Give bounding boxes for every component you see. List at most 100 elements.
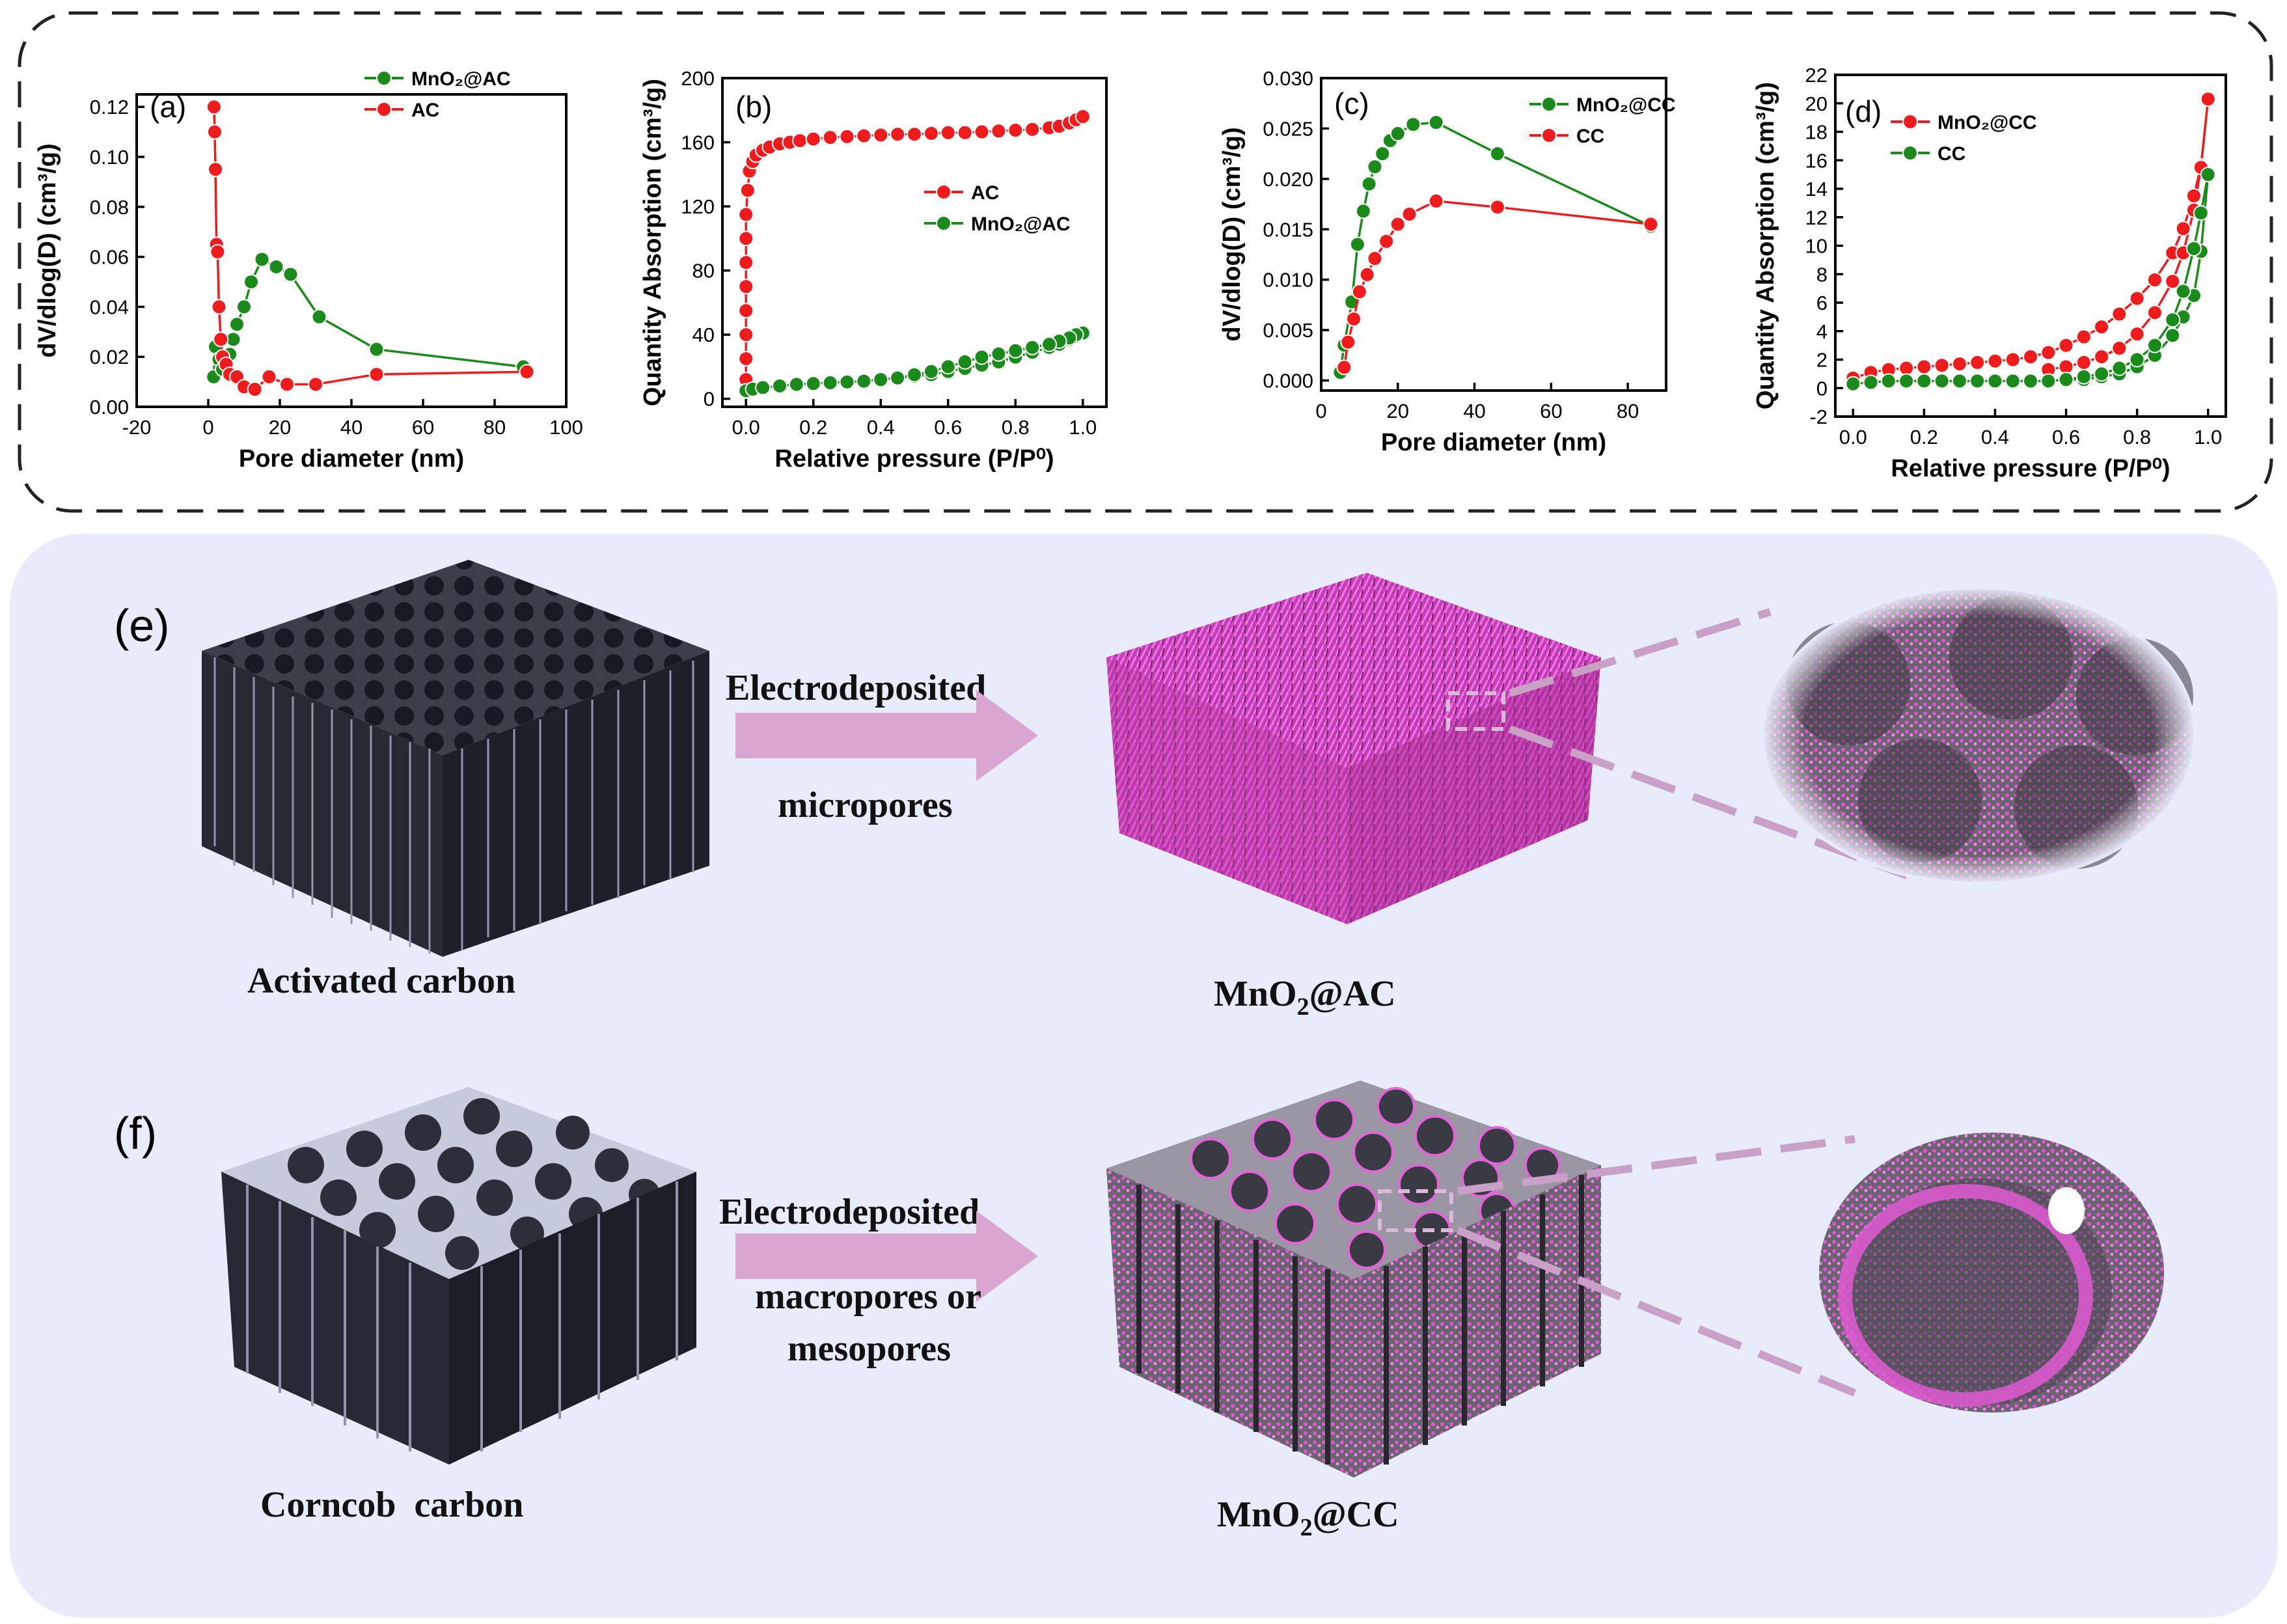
data-point-c xyxy=(1359,266,1375,282)
data-point-c xyxy=(1367,159,1383,175)
data-point-a xyxy=(247,381,263,398)
mno2-cc-block xyxy=(1106,1080,1601,1478)
data-point-c xyxy=(1643,216,1659,232)
data-point-a xyxy=(243,274,259,290)
x-tick-label-b: 0.0 xyxy=(732,416,760,439)
data-point-b xyxy=(974,124,990,140)
data-point-d xyxy=(2175,221,2191,237)
data-point-c xyxy=(1401,206,1417,223)
y-axis-label-a: dV/dlog(D) (cm³/g) xyxy=(34,143,61,357)
x-tick-label-d: 0.4 xyxy=(1981,426,2009,448)
data-point-d xyxy=(2129,351,2145,368)
plot-frame-c xyxy=(1320,77,1667,392)
corncob-carbon-caption: Corncob carbon xyxy=(260,1485,523,1525)
zoom-line-f-bottom xyxy=(1456,1226,1857,1397)
data-point-d xyxy=(1916,373,1932,389)
data-point-a xyxy=(368,341,385,357)
data-point-d xyxy=(2005,351,2021,368)
y-axis-label-b: Quantity Absorption (cm³/g) xyxy=(639,79,666,406)
y-tick-label-b: 0 xyxy=(704,388,715,411)
arrow-f-bottom-text-1: macropores or xyxy=(755,1276,981,1317)
data-point-d xyxy=(2040,344,2057,361)
legend-label-d: MnO₂@CC xyxy=(1938,112,2037,133)
legend-label-c: MnO₂@CC xyxy=(1576,94,1676,116)
x-tick-label-a: 100 xyxy=(549,416,583,439)
data-point-b xyxy=(788,376,804,392)
corncob-carbon-block xyxy=(221,1087,696,1465)
zoom-line-e-top xyxy=(1509,608,1772,697)
x-axis-label-c: Pore diameter (nm) xyxy=(1381,429,1606,456)
data-point-b xyxy=(873,127,889,143)
data-point-c xyxy=(1349,236,1365,253)
data-point-a xyxy=(308,376,323,392)
data-point-b xyxy=(957,354,973,370)
data-point-b xyxy=(923,125,939,141)
data-point-b xyxy=(738,327,754,343)
data-point-a xyxy=(206,124,223,140)
data-point-c xyxy=(1351,284,1367,300)
data-point-b xyxy=(940,124,956,141)
data-point-d xyxy=(1845,376,1861,392)
data-point-d xyxy=(2058,372,2074,388)
panel-label-a: (a) xyxy=(150,90,186,124)
data-point-d xyxy=(1916,359,1932,375)
data-point-d xyxy=(2111,306,2128,322)
y-tick-label-a: 0.00 xyxy=(90,396,129,419)
y-tick-label-d: 0 xyxy=(1816,377,1828,400)
legend-marker-c xyxy=(1541,96,1557,112)
plot-frame-b xyxy=(721,77,1108,408)
data-point-c xyxy=(1375,146,1391,162)
y-tick-label-c: 0.015 xyxy=(1263,218,1313,241)
data-point-c xyxy=(1390,216,1406,232)
data-point-b xyxy=(839,374,855,390)
data-point-c xyxy=(1378,233,1395,249)
legend-label-b: AC xyxy=(971,182,999,204)
y-tick-label-c: 0.000 xyxy=(1263,370,1313,392)
data-point-b xyxy=(839,128,855,145)
data-point-b xyxy=(940,359,956,375)
y-tick-label-d: 18 xyxy=(1805,121,1828,144)
x-tick-label-c: 0 xyxy=(1315,400,1326,422)
y-tick-label-c: 0.005 xyxy=(1263,319,1313,342)
data-point-b xyxy=(957,124,973,141)
data-point-a xyxy=(206,99,222,115)
data-point-d xyxy=(2005,373,2021,389)
data-point-d xyxy=(2146,272,2163,288)
data-point-b xyxy=(822,375,838,391)
data-point-d xyxy=(1898,373,1915,389)
data-point-a xyxy=(311,309,327,325)
y-tick-label-d: 14 xyxy=(1805,178,1828,200)
x-tick-label-a: 60 xyxy=(412,416,434,439)
data-point-a xyxy=(368,366,385,383)
data-point-b xyxy=(738,206,754,223)
zoom-box-e xyxy=(1446,691,1505,731)
x-tick-label-b: 0.2 xyxy=(799,416,827,439)
y-tick-label-d: 6 xyxy=(1816,292,1828,314)
data-point-c xyxy=(1428,193,1444,209)
data-point-c xyxy=(1361,176,1377,192)
chart-a: -20 0 20 40 60 80 100 0.00 0.02 0.04 0.06 0.08 0.10 0… xyxy=(34,68,583,473)
legend-marker-b xyxy=(936,184,952,200)
data-point-d xyxy=(2111,340,2128,356)
data-point-b xyxy=(907,366,922,383)
data-point-c xyxy=(1390,126,1406,142)
data-point-d xyxy=(2111,360,2128,376)
data-point-c xyxy=(1405,117,1421,133)
data-point-d xyxy=(2165,273,2181,290)
data-point-d xyxy=(1987,373,2003,389)
data-point-d xyxy=(1934,357,1950,374)
data-point-b xyxy=(1075,109,1091,125)
data-point-b xyxy=(755,379,771,396)
arrow-e-top-text: Electrodeposited xyxy=(726,668,986,708)
y-tick-label-a: 0.04 xyxy=(90,296,129,318)
data-point-c xyxy=(1428,115,1444,131)
data-point-b xyxy=(738,303,754,319)
data-point-b xyxy=(856,128,872,144)
x-tick-label-d: 0.6 xyxy=(2052,426,2080,448)
x-tick-label-c: 80 xyxy=(1617,400,1639,422)
data-point-d xyxy=(2193,205,2209,221)
zoom-box-f xyxy=(1378,1189,1453,1232)
activated-carbon-caption: Activated carbon xyxy=(247,961,515,1001)
x-tick-label-c: 40 xyxy=(1463,400,1485,422)
data-point-d xyxy=(2175,283,2191,299)
